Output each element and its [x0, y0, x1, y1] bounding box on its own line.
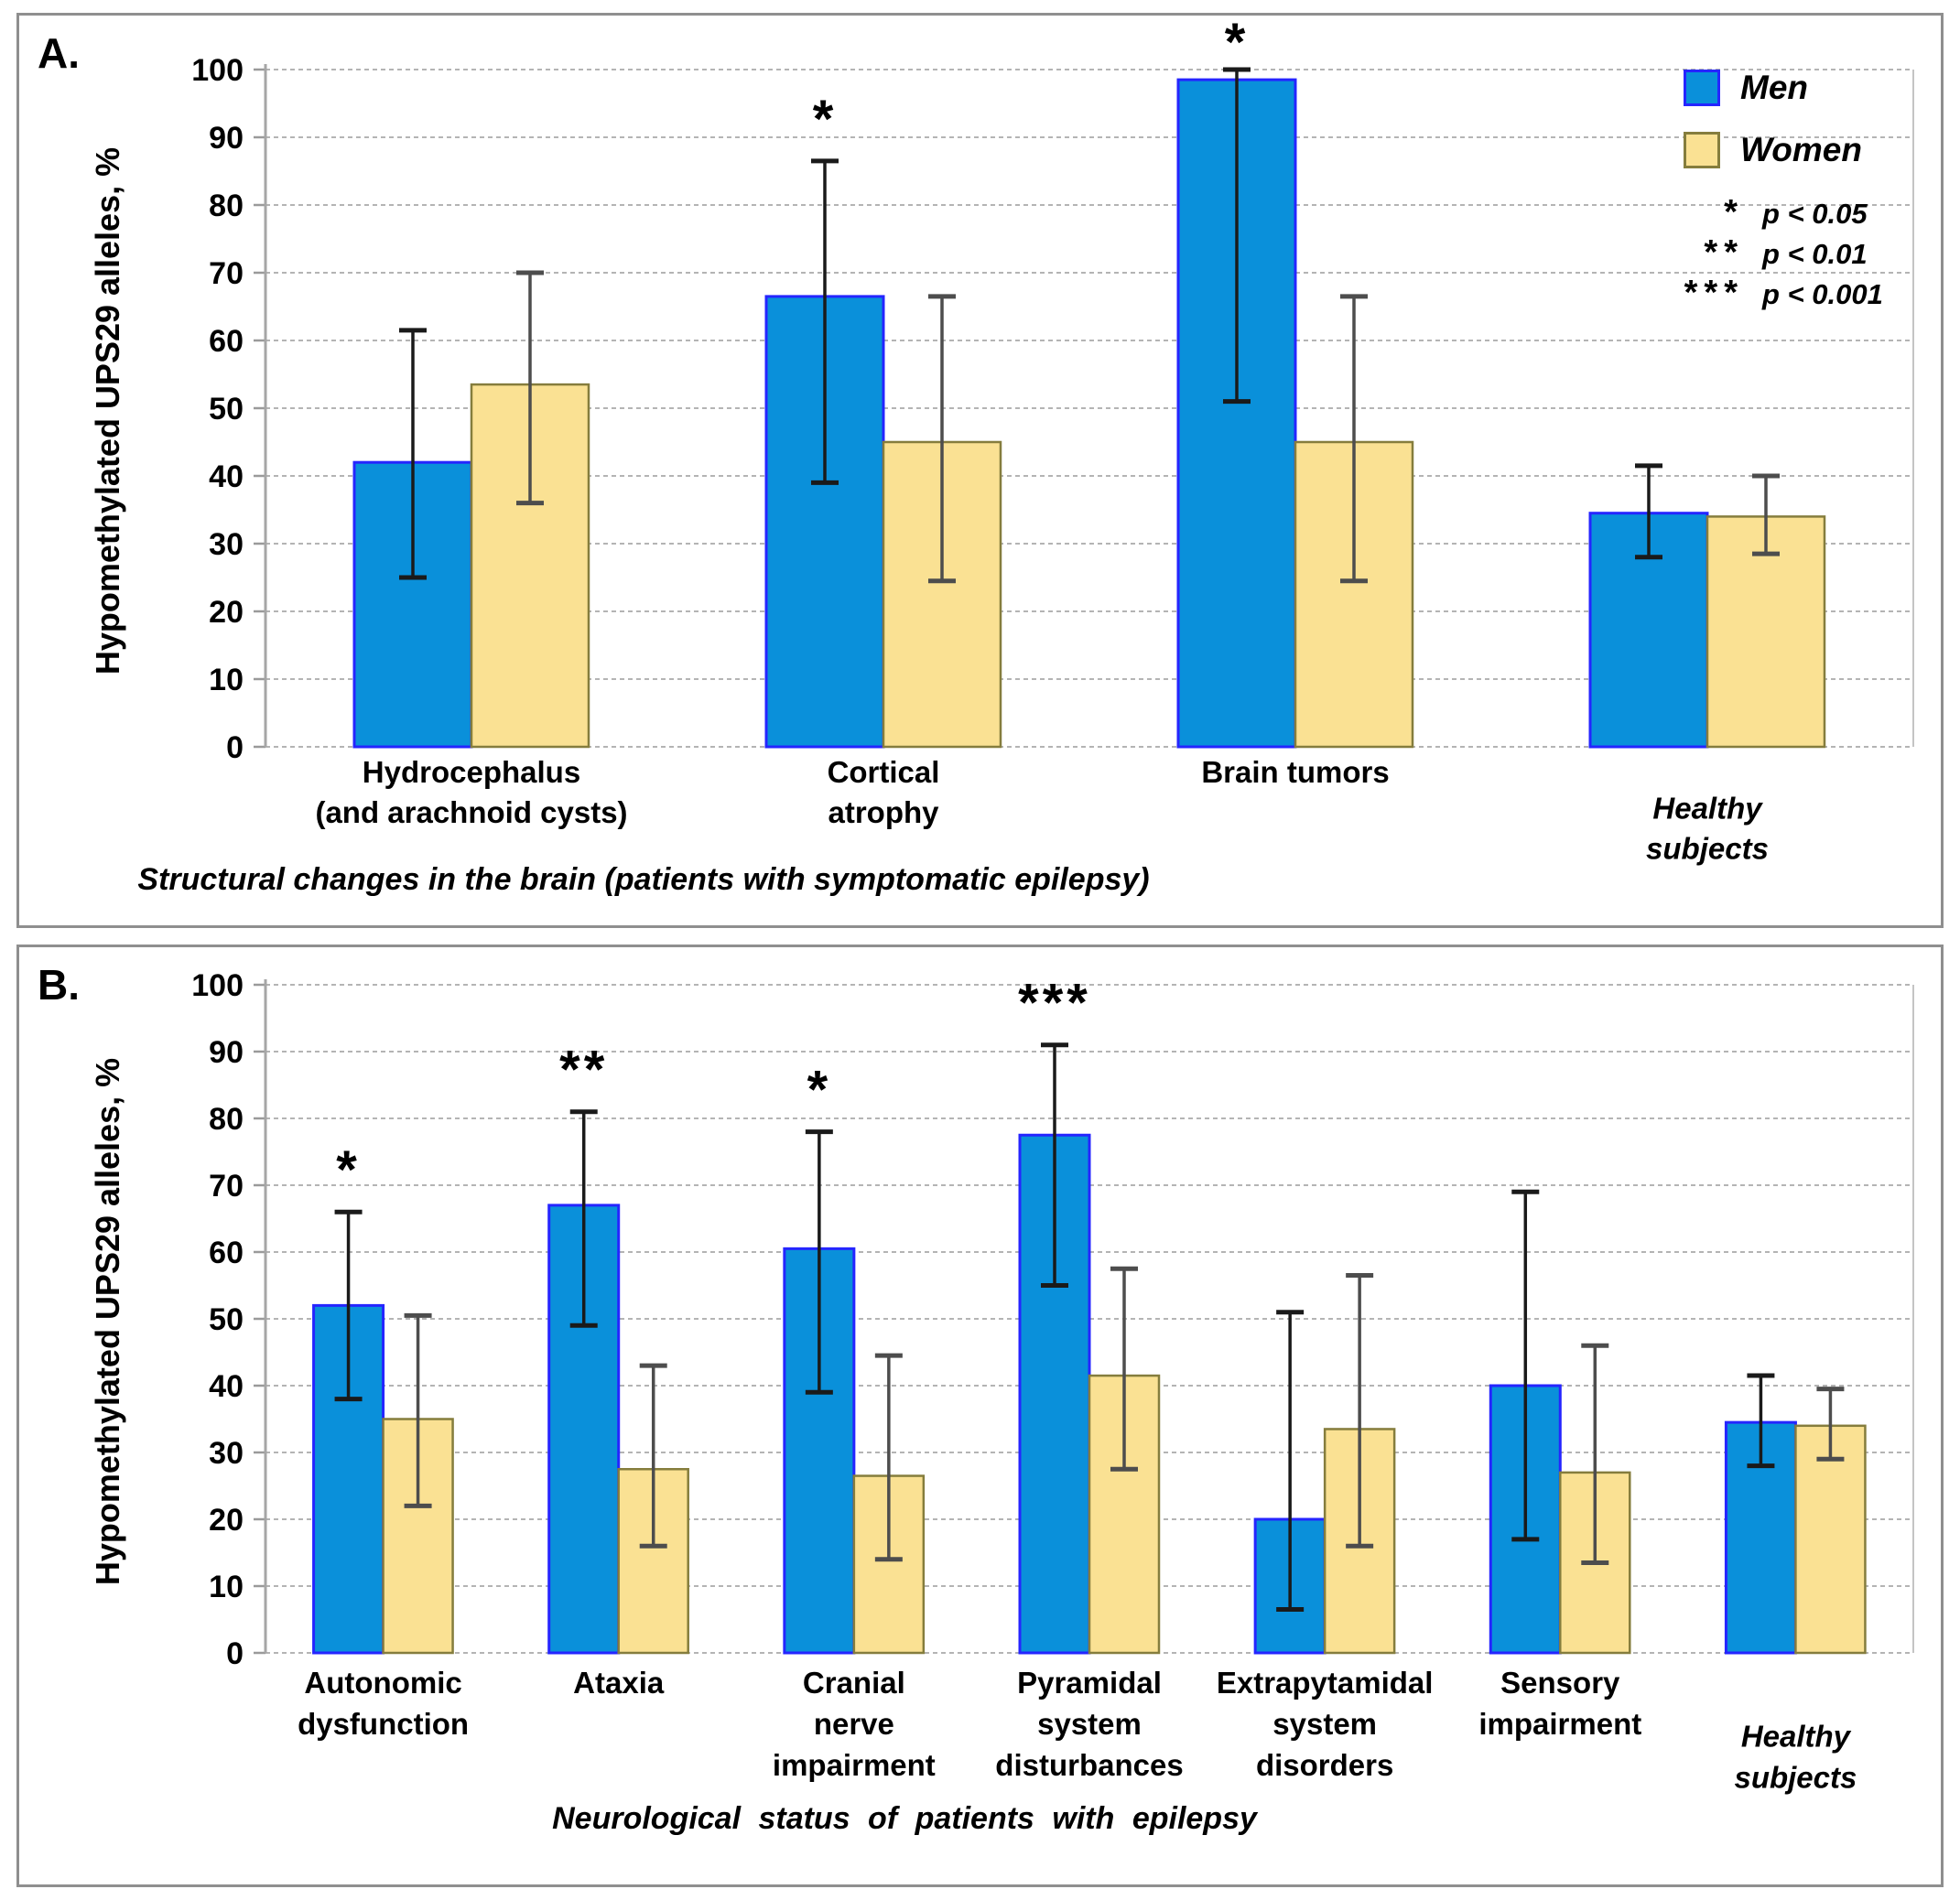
category-label-0-line-0: Autonomic: [304, 1666, 461, 1700]
sig-marker-3: ***: [1018, 974, 1091, 1033]
triple-asterisk-icon: ***: [1684, 274, 1744, 312]
sig-legend-label-2: p < 0.01: [1762, 238, 1868, 270]
category-label-5-line-0: Sensory: [1500, 1666, 1620, 1700]
tick-label-40: 40: [209, 1369, 244, 1404]
category-label-4-line-0: Extrapytamidal: [1217, 1666, 1434, 1700]
tick-label-20: 20: [209, 1503, 244, 1538]
tick-label-20: 20: [209, 595, 244, 630]
tick-label-10: 10: [209, 1570, 244, 1604]
category-label-2-line-1: nerve: [814, 1707, 894, 1741]
sig-legend-row-1: * p < 0.05: [1656, 193, 1940, 232]
bar-men-3: [1588, 512, 1709, 749]
legend-item-men: Men: [1656, 69, 1940, 107]
panel-b-x-axis-title: Neurological status of patients with epi…: [552, 1801, 1257, 1836]
panel-b-y-axis-title: Hypomethylated UPS29 alleles, %: [89, 1057, 126, 1586]
sig-legend-row-2: ** p < 0.01: [1656, 233, 1940, 272]
category-label-3-line-1: subjects: [1646, 832, 1769, 866]
legend-label-men: Men: [1740, 69, 1808, 106]
tick-label-90: 90: [209, 121, 244, 156]
panel-a-letter: A.: [38, 29, 80, 77]
asterisk-icon: *: [1724, 193, 1744, 232]
category-label-3-line-0: Pyramidal: [1017, 1666, 1162, 1700]
men-swatch-icon: [1684, 70, 1720, 106]
tick-label-50: 50: [209, 1302, 244, 1337]
panel-b: 0 10 20 30 40 50 60 70 80 90 100 * ** * *** Autonomic dy…: [16, 945, 1944, 1887]
panel-a: 0 10 20 30 40 50 60 70 80 90 100 * * Hydrocephalus (an…: [16, 13, 1944, 928]
tick-label-60: 60: [209, 324, 244, 359]
panel-a-x-axis-title: Structural changes in the brain (patient…: [137, 862, 1150, 897]
tick-label-10: 10: [209, 663, 244, 697]
tick-label-50: 50: [209, 392, 244, 426]
tick-label-70: 70: [209, 1169, 244, 1204]
sig-marker-1: *: [813, 90, 838, 149]
category-label-4-line-1: system: [1272, 1707, 1377, 1741]
category-label-2-line-0: Cranial: [803, 1666, 905, 1700]
category-label-1-line-0: Cortical: [828, 755, 940, 789]
panel-a-plot: 0102030405060708090100**Hydrocephalus(an…: [191, 13, 1914, 866]
tick-label-80: 80: [209, 189, 244, 223]
category-label-2-line-0: Brain tumors: [1201, 755, 1389, 789]
category-label-2-line-2: impairment: [773, 1748, 936, 1782]
tick-label-0: 0: [226, 730, 244, 765]
bar-women-6: [1794, 1424, 1867, 1655]
tick-label-100: 100: [191, 53, 244, 88]
legend-item-women: Women: [1656, 131, 1940, 169]
sig-marker-2: *: [807, 1061, 832, 1120]
category-label-4-line-2: disorders: [1256, 1748, 1393, 1782]
sig-marker-0: *: [336, 1140, 361, 1200]
category-label-0-line-1: (and arachnoid cysts): [315, 795, 627, 829]
category-label-6-line-1: subjects: [1734, 1761, 1857, 1795]
panel-a-y-axis-title: Hypomethylated UPS29 alleles, %: [89, 146, 126, 675]
sig-legend-label-1: p < 0.05: [1762, 198, 1868, 230]
category-label-1-line-1: atrophy: [828, 795, 939, 829]
tick-label-40: 40: [209, 459, 244, 494]
sig-legend-row-3: *** p < 0.001: [1656, 274, 1940, 312]
category-label-0-line-1: dysfunction: [298, 1707, 469, 1741]
double-asterisk-icon: **: [1704, 233, 1744, 272]
legend-label-women: Women: [1740, 131, 1862, 168]
tick-label-0: 0: [226, 1636, 244, 1671]
tick-label-90: 90: [209, 1035, 244, 1070]
category-label-6-line-0: Healthy: [1741, 1720, 1852, 1754]
category-label-5-line-1: impairment: [1478, 1707, 1641, 1741]
tick-label-80: 80: [209, 1102, 244, 1137]
category-label-3-line-0: Healthy: [1652, 792, 1763, 826]
category-label-3-line-2: disturbances: [995, 1748, 1183, 1782]
panel-b-letter: B.: [38, 961, 80, 1009]
category-label-3-line-1: system: [1037, 1707, 1142, 1741]
sig-marker-1: **: [559, 1041, 608, 1100]
tick-label-100: 100: [191, 968, 244, 1003]
category-label-0-line-0: Hydrocephalus: [363, 755, 580, 789]
women-swatch-icon: [1684, 132, 1720, 168]
sig-marker-2: *: [1225, 13, 1250, 72]
tick-label-70: 70: [209, 256, 244, 291]
tick-label-60: 60: [209, 1236, 244, 1270]
sig-legend-label-3: p < 0.001: [1762, 278, 1883, 310]
category-label-1-line-0: Ataxia: [573, 1666, 665, 1700]
tick-label-30: 30: [209, 1436, 244, 1471]
legend: Men Women * p < 0.05 ** p < 0.01 *** p <…: [1656, 69, 1940, 314]
tick-label-30: 30: [209, 527, 244, 562]
